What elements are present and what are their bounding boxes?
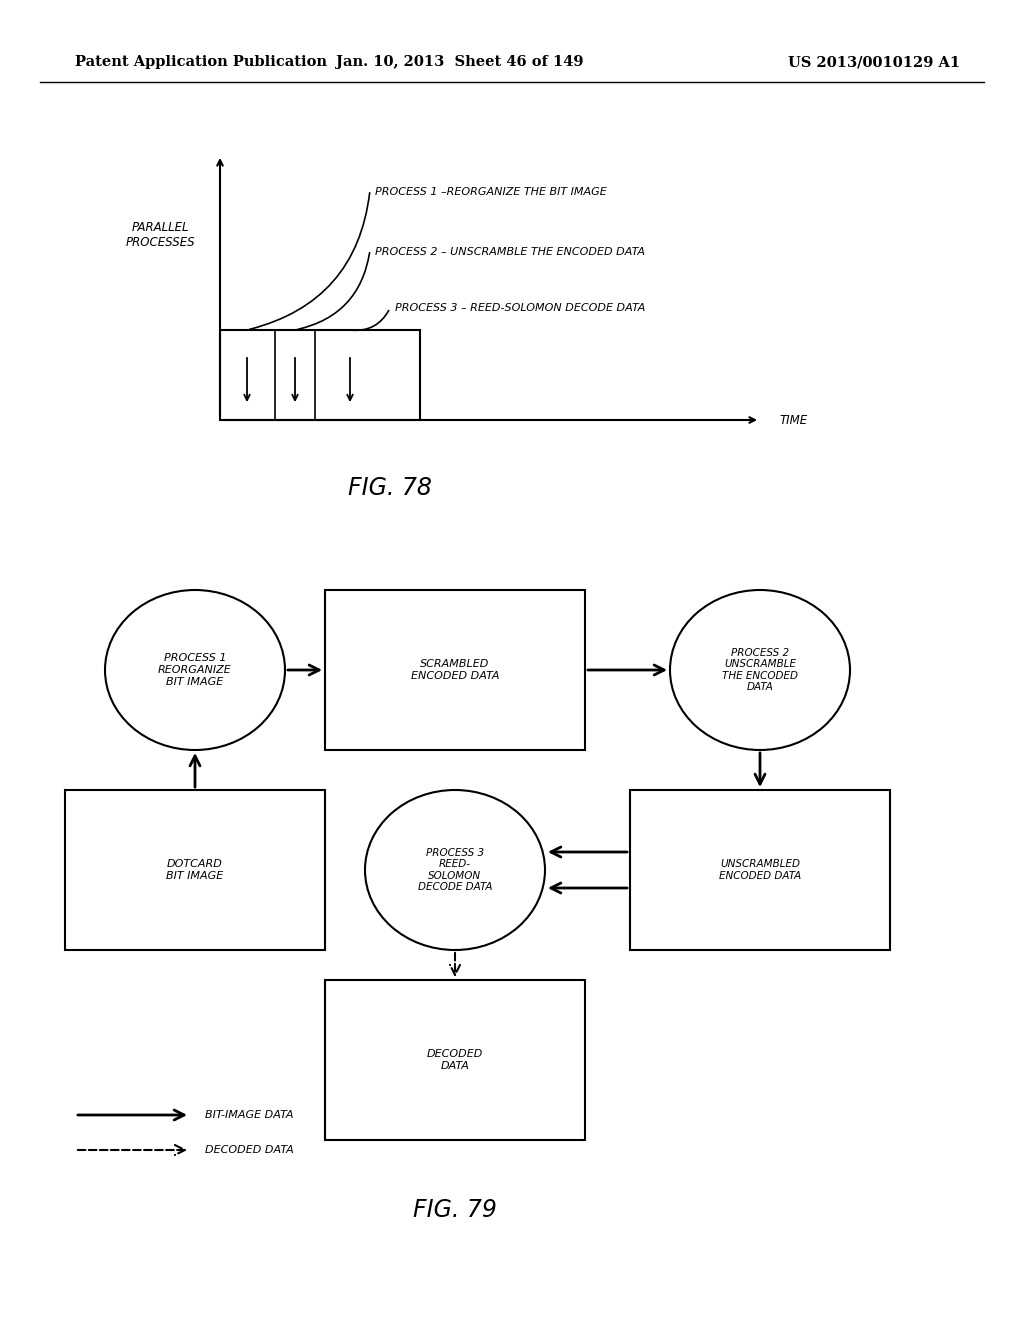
Ellipse shape: [365, 789, 545, 950]
Text: DOTCARD
BIT IMAGE: DOTCARD BIT IMAGE: [166, 859, 223, 880]
Ellipse shape: [670, 590, 850, 750]
Text: Patent Application Publication: Patent Application Publication: [75, 55, 327, 69]
Text: BIT-IMAGE DATA: BIT-IMAGE DATA: [205, 1110, 294, 1119]
Text: PROCESS 3
REED-
SOLOMON
DECODE DATA: PROCESS 3 REED- SOLOMON DECODE DATA: [418, 847, 493, 892]
Bar: [220, 330, 420, 420]
Text: PROCESS 1
REORGANIZE
BIT IMAGE: PROCESS 1 REORGANIZE BIT IMAGE: [158, 653, 231, 686]
Bar: [630, 789, 890, 950]
Text: PROCESS 3 – REED-SOLOMON DECODE DATA: PROCESS 3 – REED-SOLOMON DECODE DATA: [395, 304, 645, 313]
Text: PROCESS 2 – UNSCRAMBLE THE ENCODED DATA: PROCESS 2 – UNSCRAMBLE THE ENCODED DATA: [375, 247, 645, 257]
Bar: [325, 590, 585, 750]
Bar: [65, 789, 325, 950]
Text: US 2013/0010129 A1: US 2013/0010129 A1: [787, 55, 961, 69]
Ellipse shape: [105, 590, 285, 750]
Text: PARALLEL
PROCESSES: PARALLEL PROCESSES: [125, 220, 195, 249]
Text: DECODED DATA: DECODED DATA: [205, 1144, 294, 1155]
Text: SCRAMBLED
ENCODED DATA: SCRAMBLED ENCODED DATA: [411, 659, 500, 681]
Bar: [325, 979, 585, 1140]
Text: FIG. 78: FIG. 78: [348, 477, 432, 500]
Text: TIME: TIME: [780, 413, 808, 426]
Text: DECODED
DATA: DECODED DATA: [427, 1049, 483, 1071]
Text: PROCESS 1 –REORGANIZE THE BIT IMAGE: PROCESS 1 –REORGANIZE THE BIT IMAGE: [375, 187, 607, 197]
Text: UNSCRAMBLED
ENCODED DATA: UNSCRAMBLED ENCODED DATA: [719, 859, 801, 880]
Text: PROCESS 2
UNSCRAMBLE
THE ENCODED
DATA: PROCESS 2 UNSCRAMBLE THE ENCODED DATA: [722, 648, 798, 693]
Text: FIG. 79: FIG. 79: [413, 1199, 497, 1222]
Text: Jan. 10, 2013  Sheet 46 of 149: Jan. 10, 2013 Sheet 46 of 149: [336, 55, 584, 69]
